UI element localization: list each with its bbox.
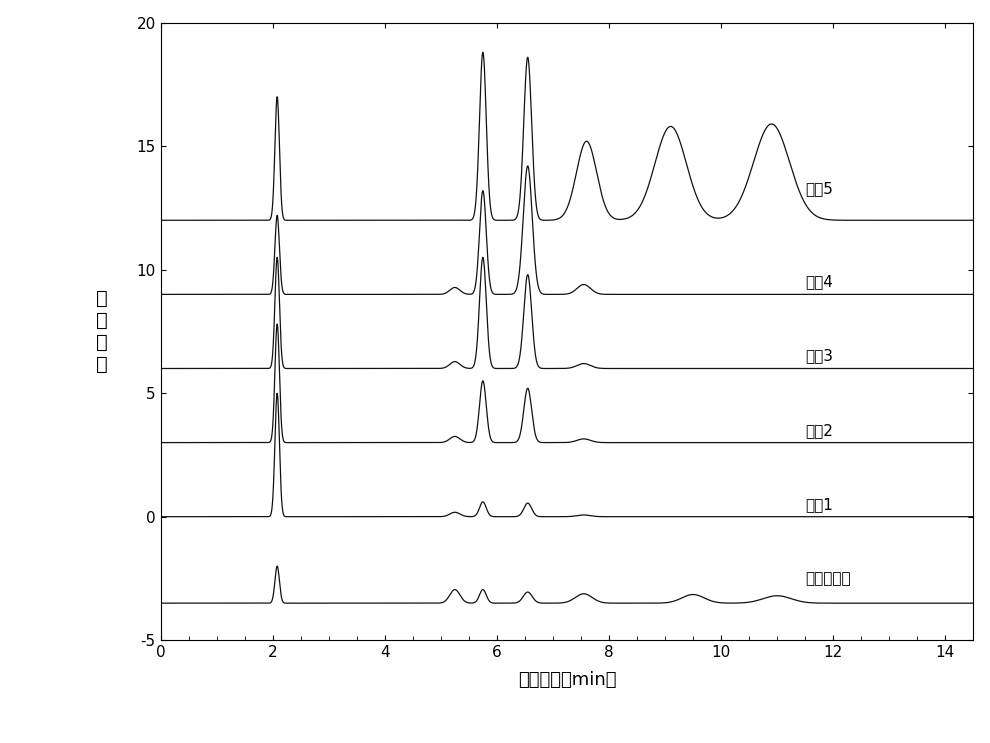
Text: 组分5: 组分5: [805, 181, 833, 195]
Text: 组分1: 组分1: [805, 497, 833, 512]
Text: 组分3: 组分3: [805, 348, 834, 363]
X-axis label: 保留时间（min）: 保留时间（min）: [518, 671, 616, 690]
Text: 壳寁糖标样: 壳寁糖标样: [805, 571, 850, 586]
Text: 组分2: 组分2: [805, 423, 833, 438]
Text: 组分4: 组分4: [805, 274, 833, 290]
Y-axis label: 紫
外
吸
收: 紫 外 吸 收: [96, 289, 108, 374]
